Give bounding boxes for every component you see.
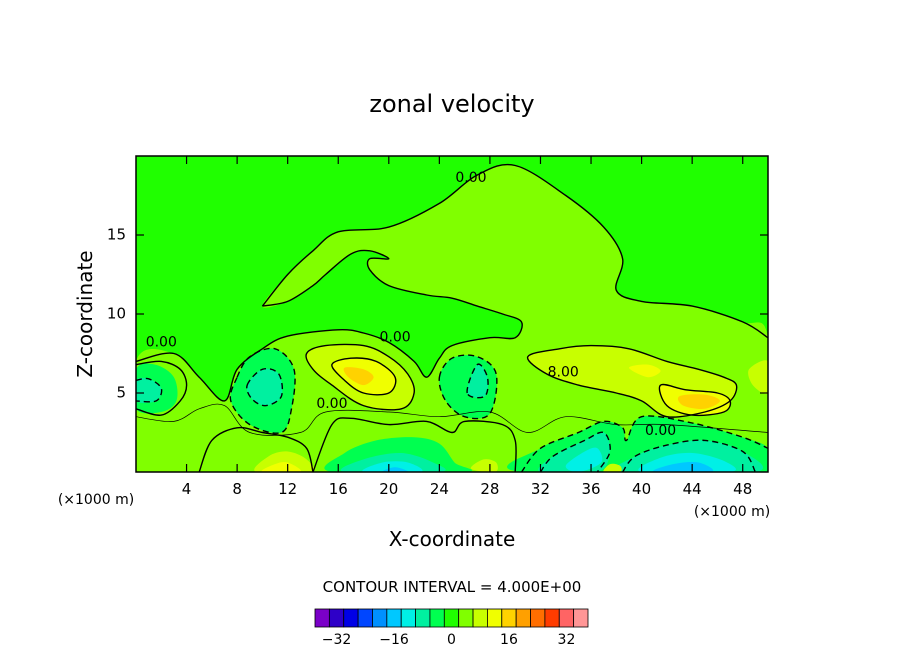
contour-region xyxy=(142,440,160,450)
colorbar-swatch xyxy=(443,608,460,628)
colorbar: −32 −16 0 16 32 xyxy=(314,608,589,648)
contour-region xyxy=(362,461,423,472)
contour-region xyxy=(603,463,622,472)
colorbar-tick-label: 32 xyxy=(558,632,576,648)
x-tick-label: 16 xyxy=(329,480,348,498)
contour-label: 0.00 xyxy=(316,396,347,412)
contour-line xyxy=(622,439,757,472)
x-tick-label: 48 xyxy=(733,480,752,498)
colorbar-tick-label: 16 xyxy=(500,632,518,648)
colorbar-swatch xyxy=(573,608,589,628)
contour-region xyxy=(629,364,661,378)
x-axis-ticks: 4 8 12 16 20 24 28 32 36 40 44 48 xyxy=(182,156,752,498)
contour-label: 0.00 xyxy=(645,423,676,439)
colorbar-swatch xyxy=(458,608,474,628)
chart-title: zonal velocity xyxy=(369,90,534,118)
colorbar-tick-label: −32 xyxy=(322,632,352,648)
contour-line xyxy=(136,403,768,436)
contour-line xyxy=(526,344,738,418)
plot-area: 0.00 0.00 0.00 0.00 8.00 0.00 xyxy=(136,156,768,472)
x-tick-label: 32 xyxy=(531,480,550,498)
colorbar-swatch xyxy=(544,608,560,628)
contour-label: 0.00 xyxy=(380,330,411,346)
contour-region xyxy=(470,459,498,472)
contour-region xyxy=(136,377,162,403)
contour-labels: 0.00 0.00 0.00 0.00 8.00 0.00 xyxy=(146,170,676,439)
colorbar-swatch xyxy=(343,608,359,628)
colorbar-swatch xyxy=(487,608,503,628)
contour-region xyxy=(467,364,489,398)
contour-line xyxy=(198,426,314,472)
x-tick-label: 28 xyxy=(480,480,499,498)
contour-region xyxy=(565,447,603,472)
colorbar-swatch xyxy=(372,608,388,628)
colorbar-swatch xyxy=(558,608,575,628)
x-tick-label: 40 xyxy=(632,480,651,498)
y-unit-label-right: (×1000 m) xyxy=(694,504,770,520)
y-tick-label: 5 xyxy=(116,384,126,402)
contour-region xyxy=(677,394,720,409)
contour-line xyxy=(136,360,188,416)
x-tick-label: 8 xyxy=(232,480,242,498)
colorbar-tick-label: 0 xyxy=(447,632,456,648)
contour-label: 0.00 xyxy=(146,334,177,350)
contour-region xyxy=(652,461,714,472)
x-tick-label: 12 xyxy=(278,480,297,498)
y-axis-label: Z-coordinate xyxy=(73,250,97,377)
contour-region xyxy=(748,360,768,394)
colorbar-swatch xyxy=(328,608,345,628)
colorbar-swatch xyxy=(429,608,445,628)
contour-line xyxy=(246,367,284,407)
x-tick-label: 44 xyxy=(683,480,702,498)
contour-line xyxy=(261,163,768,339)
contour-region xyxy=(261,461,302,472)
x-axis-label: X-coordinate xyxy=(389,527,516,551)
y-tick-label: 15 xyxy=(107,226,126,244)
colorbar-swatch xyxy=(357,608,373,628)
contour-line xyxy=(466,363,489,399)
x-tick-label: 24 xyxy=(430,480,449,498)
x-tick-label: 20 xyxy=(379,480,398,498)
colorbar-tick-label: −16 xyxy=(379,632,409,648)
x-tick-label: 36 xyxy=(581,480,600,498)
contour-lines xyxy=(136,163,768,472)
colorbar-swatch xyxy=(472,608,488,628)
contour-region xyxy=(246,368,283,406)
contour-line xyxy=(658,383,732,417)
contour-line xyxy=(520,415,768,472)
y-axis-ticks: 5 10 15 xyxy=(107,226,768,402)
contour-label: 8.00 xyxy=(548,364,579,380)
colorbar-swatch xyxy=(400,608,416,628)
x-unit-label-left: (×1000 m) xyxy=(58,492,134,508)
contour-line xyxy=(331,357,397,396)
contour-line xyxy=(136,249,523,402)
colorbar-swatch xyxy=(515,608,531,628)
colorbar-swatch xyxy=(530,608,546,628)
x-tick-label: 4 xyxy=(182,480,192,498)
colorbar-swatch xyxy=(386,608,402,628)
contour-line xyxy=(312,417,517,472)
contour-line xyxy=(229,347,296,434)
colorbar-swatch xyxy=(415,608,431,628)
contour-line xyxy=(438,354,498,420)
y-tick-label: 10 xyxy=(107,305,126,323)
contour-label: 0.00 xyxy=(455,170,486,186)
contour-fills xyxy=(136,156,768,472)
contour-line xyxy=(305,343,415,411)
contour-region xyxy=(211,452,240,472)
colorbar-swatch xyxy=(314,608,330,628)
colorbar-swatch xyxy=(501,608,517,628)
contour-region xyxy=(343,367,374,386)
contour-interval-text: CONTOUR INTERVAL = 4.000E+00 xyxy=(323,578,582,596)
contour-region xyxy=(136,164,768,472)
